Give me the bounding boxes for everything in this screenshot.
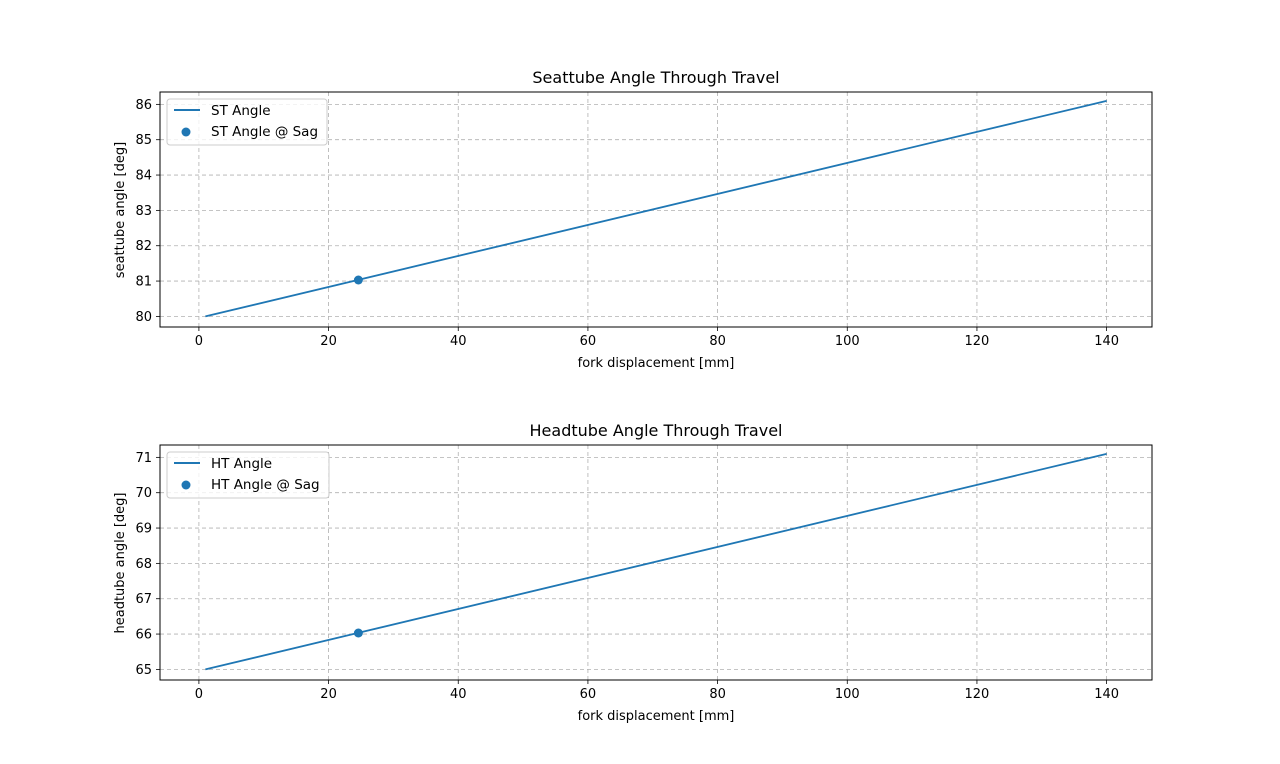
x-tick-label: 0: [195, 687, 203, 702]
x-tick-label: 140: [1094, 687, 1119, 702]
seattube-angle-subplot: Seattube Angle Through Travel fork displ…: [113, 68, 1153, 371]
x-tick-label: 40: [450, 334, 467, 349]
y-tick-label: 70: [135, 486, 152, 501]
x-tick-label: 120: [965, 334, 990, 349]
x-tick-label: 80: [709, 334, 726, 349]
y-tick-label: 84: [135, 169, 152, 184]
x-tick-label: 120: [965, 687, 990, 702]
x-tick-label: 0: [195, 334, 203, 349]
x-tick-label: 60: [580, 334, 597, 349]
legend: ST Angle ST Angle @ Sag: [166, 98, 328, 146]
plot-frame: [159, 444, 1153, 681]
legend-label: HT Angle: [211, 456, 272, 472]
x-tick-label: 140: [1094, 334, 1119, 349]
legend-box: [166, 98, 328, 146]
y-axis-label: seattube angle [deg]: [113, 142, 128, 278]
legend-label: ST Angle: [211, 103, 271, 119]
y-tick-label: 67: [135, 592, 152, 607]
y-tick-label: 80: [135, 310, 152, 325]
y-axis-label: headtube angle [deg]: [113, 492, 128, 633]
x-axis-label: fork displacement [mm]: [578, 709, 735, 724]
y-tick-label: 69: [135, 522, 152, 537]
y-tick-label: 68: [135, 557, 152, 572]
y-tick-label: 81: [135, 275, 152, 290]
legend-box: [166, 451, 330, 499]
chart-title: Seattube Angle Through Travel: [532, 68, 779, 87]
x-axis-label: fork displacement [mm]: [578, 356, 735, 371]
legend: HT Angle HT Angle @ Sag: [166, 451, 330, 499]
y-tick-label: 66: [135, 628, 152, 643]
x-tick-label: 100: [835, 334, 860, 349]
x-tick-label: 60: [580, 687, 597, 702]
sag-point: [353, 275, 363, 285]
plot-frame: [159, 91, 1153, 328]
y-tick-label: 83: [135, 204, 152, 219]
y-tick-label: 85: [135, 133, 152, 148]
headtube-angle-subplot: Headtube Angle Through Travel fork displ…: [113, 421, 1153, 724]
y-tick-label: 82: [135, 239, 152, 254]
x-tick-label: 20: [320, 687, 337, 702]
legend-marker-swatch: [181, 480, 191, 490]
x-tick-label: 100: [835, 687, 860, 702]
legend-label: ST Angle @ Sag: [211, 124, 318, 140]
y-tick-label: 71: [135, 451, 152, 466]
y-tick-label: 65: [135, 663, 152, 678]
legend-marker-swatch: [181, 127, 191, 137]
x-tick-label: 20: [320, 334, 337, 349]
sag-point: [353, 628, 363, 638]
y-tick-label: 86: [135, 98, 152, 113]
x-tick-label: 40: [450, 687, 467, 702]
legend-label: HT Angle @ Sag: [211, 477, 320, 493]
chart-title: Headtube Angle Through Travel: [530, 421, 783, 440]
x-tick-label: 80: [709, 687, 726, 702]
